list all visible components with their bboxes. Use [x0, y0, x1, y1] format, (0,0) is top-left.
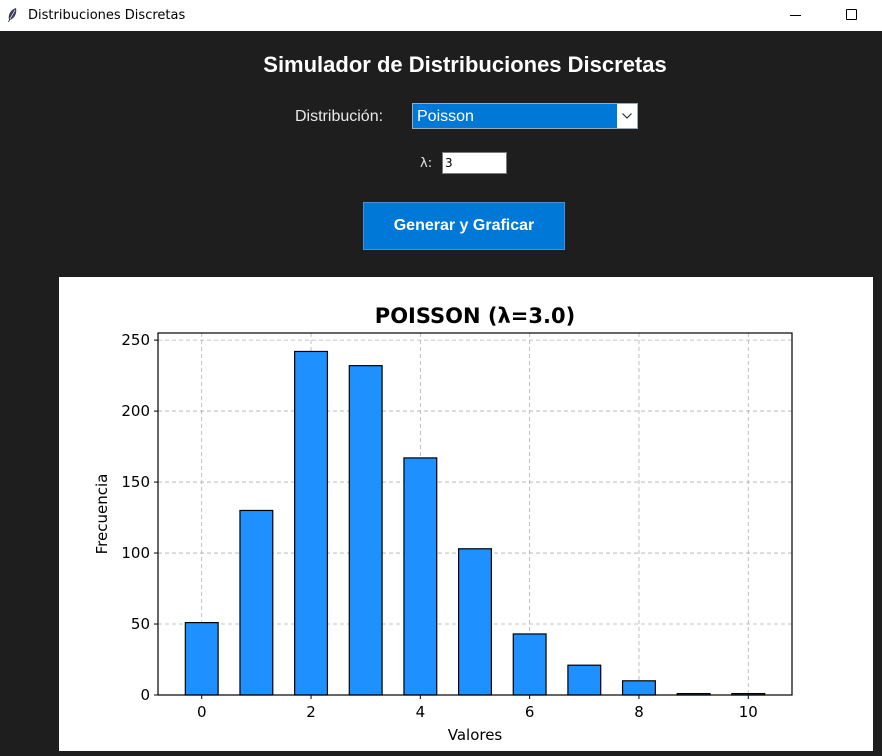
chart-title: POISSON (λ=3.0) [375, 304, 575, 328]
lambda-input[interactable] [442, 152, 507, 174]
x-tick-label: 4 [416, 703, 426, 721]
maximize-button[interactable] [828, 0, 874, 31]
window-title: Distribuciones Discretas [28, 8, 186, 23]
y-tick-label: 250 [121, 331, 150, 349]
x-tick-label: 0 [197, 703, 207, 721]
distribution-value: Poisson [417, 108, 474, 125]
generate-button[interactable]: Generar y Graficar [363, 202, 565, 250]
poisson-chart: 0 50 100 150 200 250 0 2 4 6 8 10 POISSON (λ=3.0) V… [93, 304, 793, 744]
y-tick-label: 100 [121, 544, 150, 562]
chevron-down-icon[interactable] [617, 104, 637, 128]
axes-frame [157, 332, 793, 696]
x-tick-label: 8 [634, 703, 644, 721]
plot-panel: 0 50 100 150 200 250 0 2 4 6 8 10 POISSON (λ=3.0) V… [59, 277, 873, 751]
y-axis-label: Frecuencia [93, 474, 111, 555]
bar-1 [239, 509, 274, 696]
minimize-icon [790, 15, 801, 16]
x-tick-label: 2 [306, 703, 316, 721]
bar-3 [348, 365, 383, 696]
tick-labels: 0 50 100 150 200 250 0 2 4 6 8 10 [121, 331, 757, 721]
x-tick-label: 6 [525, 703, 535, 721]
distribution-select[interactable]: Poisson [412, 103, 638, 129]
bar-5 [458, 548, 492, 696]
feather-icon [6, 7, 18, 23]
lambda-label: λ: [420, 156, 433, 171]
bar-8 [621, 680, 656, 696]
page-title: Simulador de Distribuciones Discretas [263, 52, 667, 77]
y-tick-label: 200 [121, 402, 150, 420]
minimize-button[interactable] [772, 0, 818, 31]
bar-7 [567, 664, 602, 696]
bar-0 [184, 622, 219, 696]
bar-6 [512, 633, 547, 696]
bar-2 [294, 350, 329, 696]
distribution-label: Distribución: [295, 108, 384, 125]
title-bar: Distribuciones Discretas [0, 0, 882, 31]
y-tick-label: 0 [140, 686, 150, 704]
x-tick-label: 10 [739, 703, 758, 721]
y-tick-label: 50 [131, 615, 150, 633]
y-tick-label: 150 [121, 473, 150, 491]
bars [184, 350, 766, 696]
x-axis-label: Valores [448, 726, 503, 744]
bar-4 [403, 457, 438, 696]
maximize-icon [846, 9, 857, 20]
